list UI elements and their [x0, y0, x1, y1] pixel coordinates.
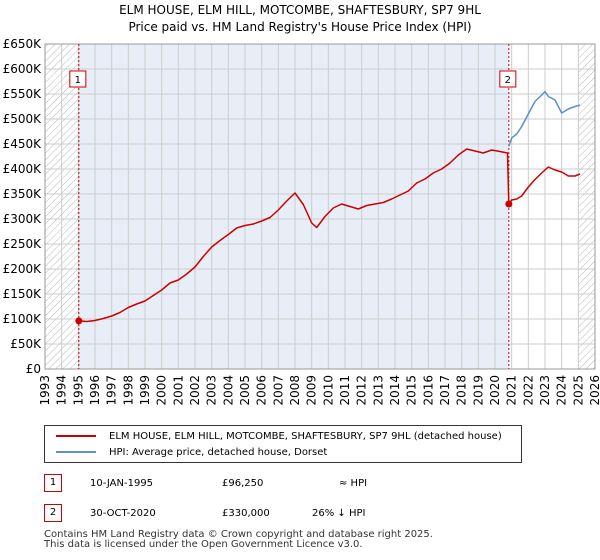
annotation-label: 1 [75, 75, 81, 86]
x-tick-label: 1995 [71, 375, 85, 406]
x-tick-label: 2004 [221, 375, 235, 406]
sale-point [75, 317, 83, 325]
sale-marker-box: 1 [44, 474, 62, 492]
price-chart: £0 £50K £100K £150K £200K £250K £300K £350K £400… [3, 37, 600, 406]
series-line-hpi [508, 90, 581, 147]
x-tick-label: 2010 [321, 375, 335, 406]
sale-price: £330,000 [222, 508, 270, 519]
y-tick-label: £400K [3, 162, 43, 176]
x-tick-label: 2015 [405, 375, 419, 406]
legend-label-hpi: HPI: Average price, detached house, Dors… [109, 446, 328, 458]
y-tick-label: £350K [3, 187, 43, 201]
legend-entry-hpi: HPI: Average price, detached house, Dors… [45, 444, 327, 460]
title-line-1: ELM HOUSE, ELM HILL, MOTCOMBE, SHAFTESBU… [119, 3, 481, 17]
sale-point [505, 200, 513, 208]
x-tick-label: 2011 [338, 375, 352, 406]
footer: Contains HM Land Registry data © Crown c… [44, 530, 433, 550]
chart-title: ELM HOUSE, ELM HILL, MOTCOMBE, SHAFTESBU… [0, 2, 600, 36]
x-tick-label: 2023 [538, 375, 552, 406]
x-tick-label: 2019 [471, 375, 485, 406]
y-tick-label: £650K [3, 37, 43, 51]
x-tick-label: 2025 [571, 375, 585, 406]
y-tick-label: £50K [10, 337, 42, 351]
sale-date: 10-JAN-1995 [90, 478, 154, 489]
x-tick-label: 2018 [455, 375, 469, 406]
sale-hpi-relation: ≈ HPI [339, 478, 368, 489]
x-tick-label: 2017 [438, 375, 452, 406]
shaded-region [78, 44, 509, 369]
sale-marker-box: 2 [44, 504, 62, 522]
legend-label-property: ELM HOUSE, ELM HILL, MOTCOMBE, SHAFTESBU… [109, 430, 502, 442]
sale-date: 30-OCT-2020 [90, 508, 156, 519]
x-tick-label: 2007 [271, 375, 285, 406]
annotation-box [499, 70, 517, 88]
footer-licence: This data is licensed under the Open Gov… [44, 539, 363, 550]
y-tick-label: £0 [26, 362, 41, 376]
title-line-2: Price paid vs. HM Land Registry's House … [128, 20, 472, 34]
sale-row-1: 1 10-JAN-1995 £96,250 ≈ HPI [0, 474, 600, 494]
x-tick-label: 2022 [521, 375, 535, 406]
x-tick-label: 1997 [105, 375, 119, 406]
series-line-property [78, 148, 581, 323]
y-tick-label: £250K [3, 237, 43, 251]
y-tick-label: £300K [3, 212, 43, 226]
y-tick-label: £450K [3, 137, 43, 151]
x-tick-label: 1994 [55, 375, 69, 406]
x-tick-label: 2014 [388, 375, 402, 406]
legend-swatch-property [56, 435, 96, 437]
footer-copyright: Contains HM Land Registry data © Crown c… [44, 529, 433, 540]
sale-row-2: 2 30-OCT-2020 £330,000 26% ↓ HPI [0, 504, 600, 524]
plot-frame [44, 43, 596, 370]
x-tick-label: 2021 [505, 375, 519, 406]
x-tick-label: 2016 [421, 375, 435, 406]
x-tick-label: 2001 [171, 375, 185, 406]
y-tick-label: £150K [3, 287, 43, 301]
x-tick-label: 2020 [488, 375, 502, 406]
y-tick-label: £200K [3, 262, 43, 276]
y-tick-label: £550K [3, 87, 43, 101]
x-tick-label: 2024 [555, 375, 569, 406]
x-tick-label: 1998 [121, 375, 135, 406]
sale-hpi-relation: 26% ↓ HPI [312, 508, 366, 519]
annotation-label: 2 [505, 75, 511, 86]
x-tick-label: 1999 [138, 375, 152, 406]
legend: ELM HOUSE, ELM HILL, MOTCOMBE, SHAFTESBU… [44, 425, 522, 463]
x-tick-label: 2005 [238, 375, 252, 406]
sale-price: £96,250 [222, 478, 264, 489]
x-tick-label: 2013 [371, 375, 385, 406]
y-tick-label: £600K [3, 62, 43, 76]
y-tick-label: £100K [3, 312, 43, 326]
x-tick-label: 2006 [255, 375, 269, 406]
annotation-box [69, 70, 87, 88]
x-tick-label: 2000 [155, 375, 169, 406]
x-tick-label: 2008 [288, 375, 302, 406]
x-tick-label: 2012 [355, 375, 369, 406]
hatched-region-1 [578, 44, 595, 369]
x-tick-label: 2002 [188, 375, 202, 406]
x-tick-label: 1996 [88, 375, 102, 406]
legend-entry-property: ELM HOUSE, ELM HILL, MOTCOMBE, SHAFTESBU… [45, 428, 502, 444]
legend-swatch-hpi [56, 451, 96, 453]
x-tick-label: 2026 [588, 375, 600, 406]
x-tick-label: 1993 [38, 375, 52, 406]
x-tick-label: 2009 [305, 375, 319, 406]
y-tick-label: £500K [3, 112, 43, 126]
x-tick-label: 2003 [205, 375, 219, 406]
